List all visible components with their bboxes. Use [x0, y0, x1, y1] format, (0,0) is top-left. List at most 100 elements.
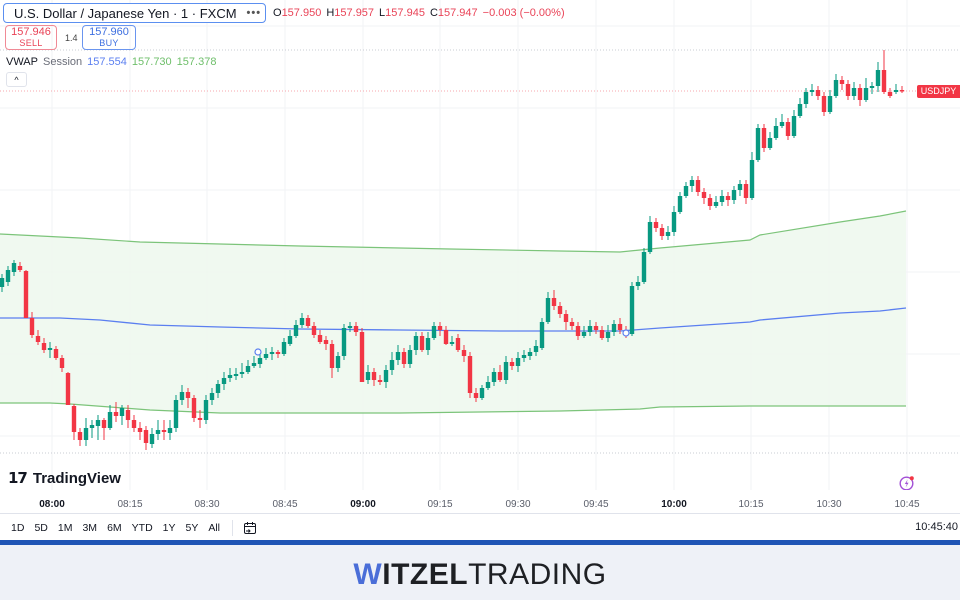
candle — [653, 218, 659, 232]
range-button-3m[interactable]: 3M — [82, 522, 98, 534]
candle — [563, 310, 569, 330]
vwap-value: 157.554 — [87, 56, 127, 68]
candle — [851, 82, 857, 100]
candle — [899, 86, 905, 93]
candle — [305, 315, 311, 328]
more-options-icon[interactable]: ••• — [246, 7, 262, 19]
candle — [821, 92, 827, 116]
candle — [347, 322, 353, 332]
time-axis[interactable]: 08:00 08:15 08:30 08:45 09:00 09:15 09:30 09:45… — [0, 490, 960, 514]
candle — [47, 342, 53, 358]
vwap-legend[interactable]: VWAP Session 157.554 157.730 157.378 — [6, 56, 216, 68]
candle — [29, 312, 35, 338]
close-label: C — [429, 7, 438, 19]
candle — [125, 405, 131, 428]
candle — [377, 375, 383, 385]
candle — [485, 376, 491, 390]
footer-banner: W ITZEL TRADING — [0, 545, 960, 600]
candle — [599, 326, 605, 340]
candle — [143, 426, 149, 450]
symbol-selector[interactable]: U.S. Dollar / Japanese Yen · 1 · FXCM ••… — [3, 3, 266, 23]
candle — [551, 290, 557, 310]
candle — [695, 176, 701, 196]
candle — [287, 330, 293, 346]
high-value: 157.957 — [334, 7, 375, 19]
candle — [317, 330, 323, 344]
candle — [833, 74, 839, 98]
candle — [665, 226, 671, 240]
candle — [797, 98, 803, 118]
candle — [527, 348, 533, 360]
time-tick: 09:15 — [427, 499, 453, 510]
candle — [71, 404, 77, 440]
logo-w: W — [353, 557, 383, 591]
candle — [455, 334, 461, 352]
sell-button[interactable]: 157.946 SELL — [5, 25, 57, 50]
candle — [191, 395, 197, 422]
candle — [341, 324, 347, 360]
collapse-legend-button[interactable]: ^ — [6, 72, 27, 87]
indicator-type: Session — [43, 56, 83, 68]
upper-band-value: 157.730 — [131, 56, 172, 68]
candle — [575, 322, 581, 340]
candle — [359, 328, 365, 382]
candle — [779, 114, 785, 128]
range-button-1d[interactable]: 1D — [11, 522, 25, 534]
range-button-1m[interactable]: 1M — [57, 522, 73, 534]
candle — [425, 332, 431, 355]
candle — [113, 402, 119, 422]
sell-label: SELL — [19, 38, 43, 48]
current-time[interactable]: 10:45:40 — [915, 521, 958, 533]
chart-area[interactable]: U.S. Dollar / Japanese Yen · 1 · FXCM ••… — [0, 0, 960, 491]
candle — [197, 410, 203, 428]
candle — [269, 347, 275, 360]
candle — [617, 318, 623, 334]
symbol-title: U.S. Dollar / Japanese Yen · 1 · FXCM — [14, 5, 237, 21]
range-button-ytd[interactable]: YTD — [131, 522, 153, 534]
candle — [389, 352, 395, 375]
logo-trading: TRADING — [468, 557, 607, 591]
range-button-all[interactable]: All — [208, 522, 221, 534]
candle — [179, 385, 185, 405]
range-button-6m[interactable]: 6M — [107, 522, 122, 534]
candle — [809, 84, 815, 96]
buy-button[interactable]: 157.960 BUY — [82, 25, 136, 50]
candle — [593, 322, 599, 334]
lower-band-value: 157.378 — [176, 56, 217, 68]
range-button-5d[interactable]: 5D — [34, 522, 48, 534]
candle — [419, 332, 425, 352]
candle — [173, 395, 179, 432]
candle — [281, 338, 287, 356]
candle — [839, 76, 845, 90]
candle — [605, 325, 611, 342]
candle — [221, 372, 227, 390]
range-button-1y[interactable]: 1Y — [162, 522, 176, 534]
price-chart[interactable] — [0, 0, 960, 490]
sell-price: 157.946 — [11, 26, 51, 38]
candle — [497, 365, 503, 382]
time-tick: 10:30 — [816, 499, 842, 510]
candle — [671, 206, 677, 236]
candle — [767, 132, 773, 150]
candle — [185, 388, 191, 408]
candle — [107, 405, 113, 430]
candle — [467, 352, 473, 398]
candle — [827, 90, 833, 114]
candle — [701, 188, 707, 204]
candle — [101, 418, 107, 440]
chevron-up-icon: ^ — [14, 75, 19, 85]
candle — [5, 266, 11, 286]
candle — [569, 318, 575, 330]
tradingview-logo[interactable]: 17 TradingView — [8, 469, 121, 487]
go-to-date-calendar-icon[interactable] — [243, 521, 257, 535]
candle — [749, 152, 755, 200]
candle — [707, 194, 713, 210]
candle — [785, 118, 791, 140]
candle — [137, 422, 143, 440]
range-button-5y[interactable]: 5Y — [185, 522, 199, 534]
candle — [689, 176, 695, 192]
logo-itzel: ITZEL — [382, 557, 469, 591]
candle — [233, 368, 239, 380]
candle — [719, 190, 725, 206]
lightning-alert-icon[interactable] — [899, 475, 915, 491]
